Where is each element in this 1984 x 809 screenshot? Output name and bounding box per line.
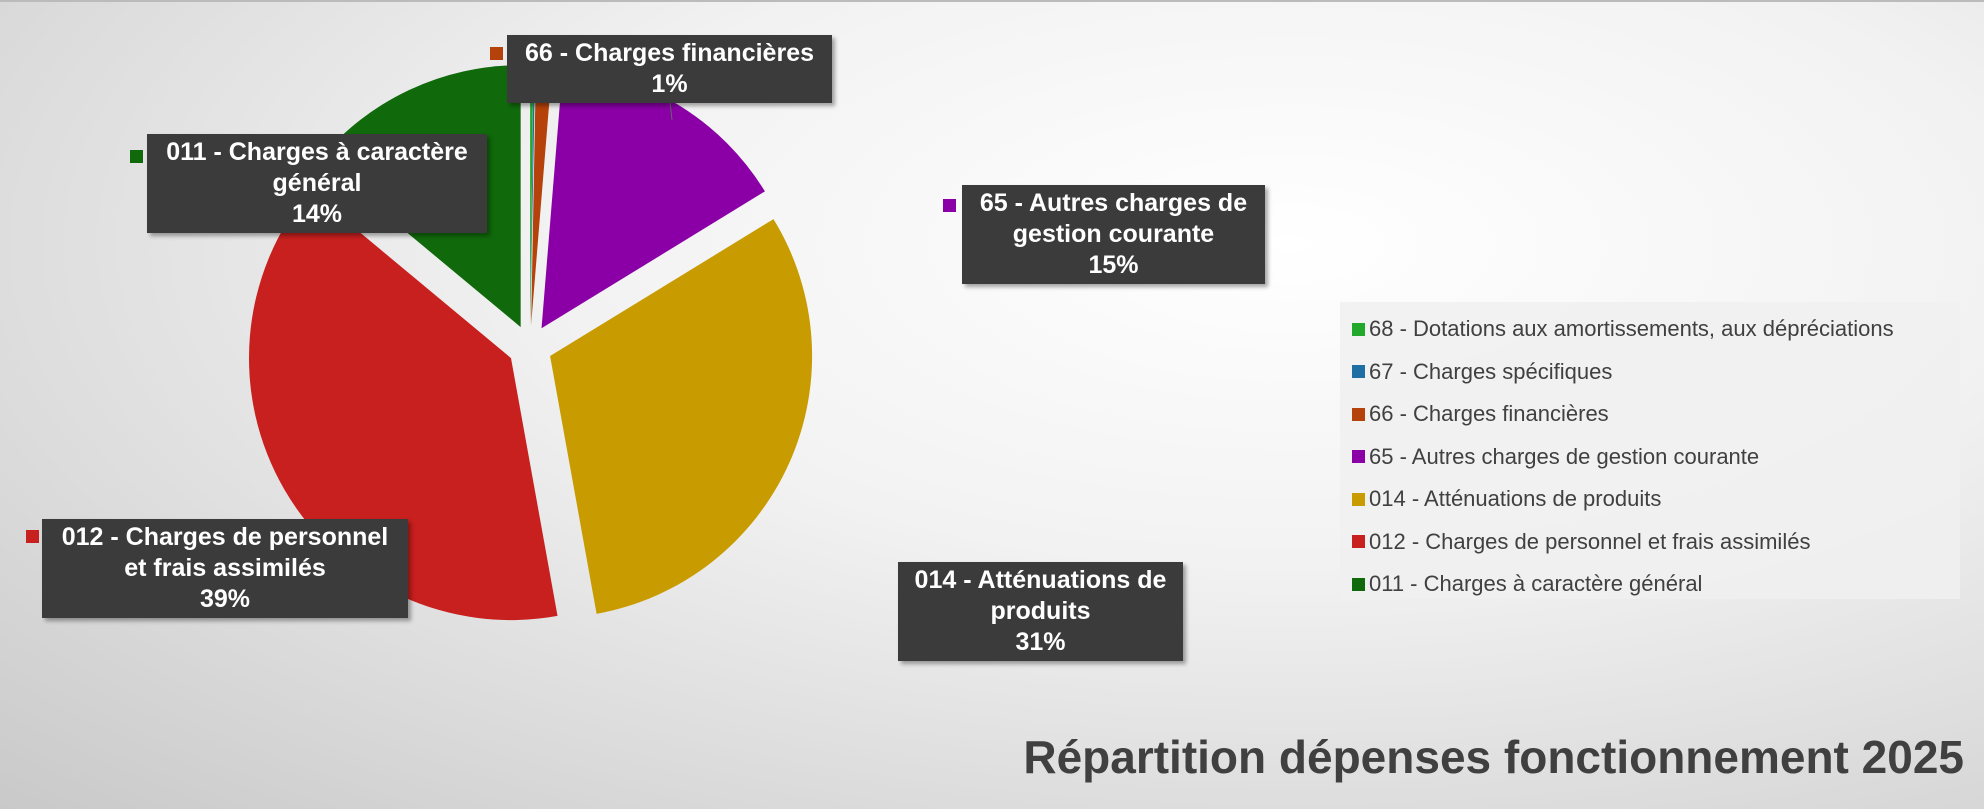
pie-slice bbox=[531, 63, 553, 326]
data-label-value: 1% bbox=[651, 70, 688, 98]
legend-item: 011 - Charges à caractère général bbox=[1340, 563, 1960, 606]
pie-slice bbox=[530, 63, 534, 326]
data-label-name: 66 - Charges financières bbox=[524, 39, 814, 67]
pie-slice bbox=[530, 63, 536, 326]
legend-item: 014 - Atténuations de produits bbox=[1340, 478, 1960, 521]
legend-label: 011 - Charges à caractère général bbox=[1369, 571, 1703, 597]
data-label-name: 65 - Autres charges de gestion courante bbox=[979, 189, 1248, 248]
legend-label: 014 - Atténuations de produits bbox=[1369, 486, 1662, 512]
legend-swatch bbox=[1352, 450, 1365, 464]
legend-label: 67 - Charges spécifiques bbox=[1369, 358, 1613, 384]
data-label-value: 14% bbox=[291, 200, 343, 228]
legend-label: 65 - Autres charges de gestion courante bbox=[1369, 443, 1760, 469]
data-label-name: 011 - Charges à caractère général bbox=[166, 138, 468, 197]
pie-slice bbox=[550, 219, 813, 614]
legend-item: 66 - Charges financières bbox=[1340, 393, 1960, 436]
leader-line bbox=[669, 101, 673, 121]
legend-item: 012 - Charges de personnel et frais assi… bbox=[1340, 521, 1960, 564]
data-label-value: 39% bbox=[199, 585, 251, 613]
legend-swatch bbox=[1352, 535, 1365, 549]
legend-label: 012 - Charges de personnel et frais assi… bbox=[1369, 528, 1811, 554]
data-label-key bbox=[26, 530, 39, 543]
data-label: 014 - Atténuations de produits 31% bbox=[898, 562, 1183, 661]
data-label-key bbox=[943, 199, 956, 212]
data-label-name: 014 - Atténuations de produits bbox=[914, 566, 1167, 625]
legend-label: 68 - Dotations aux amortissements, aux d… bbox=[1369, 316, 1894, 342]
pie-slice bbox=[541, 67, 765, 329]
legend-label: 66 - Charges financières bbox=[1369, 401, 1609, 427]
legend-swatch bbox=[1352, 407, 1365, 421]
legend: 68 - Dotations aux amortissements, aux d… bbox=[1340, 302, 1960, 599]
legend-item: 68 - Dotations aux amortissements, aux d… bbox=[1340, 308, 1960, 351]
data-label: 65 - Autres charges de gestion courante 1… bbox=[962, 185, 1265, 284]
legend-swatch bbox=[1352, 492, 1365, 506]
data-label: 011 - Charges à caractère général 14% bbox=[147, 134, 487, 233]
legend-swatch bbox=[1352, 322, 1365, 336]
chart-title: Répartition dépenses fonctionnement 2025 bbox=[1023, 731, 1964, 783]
data-label-key bbox=[130, 150, 143, 163]
data-label-name: 012 - Charges de personnel et frais assi… bbox=[61, 523, 389, 582]
legend-swatch bbox=[1352, 577, 1365, 591]
pie-slice bbox=[248, 190, 558, 621]
data-label-value: 15% bbox=[1088, 251, 1139, 279]
data-label-key bbox=[490, 47, 503, 60]
data-label: 012 - Charges de personnel et frais assi… bbox=[42, 519, 408, 618]
legend-item: 65 - Autres charges de gestion courante bbox=[1340, 436, 1960, 479]
data-label: 66 - Charges financières 1% bbox=[507, 35, 832, 103]
data-label-value: 31% bbox=[1015, 628, 1066, 656]
legend-item: 67 - Charges spécifiques bbox=[1340, 351, 1960, 394]
legend-swatch bbox=[1352, 365, 1365, 379]
